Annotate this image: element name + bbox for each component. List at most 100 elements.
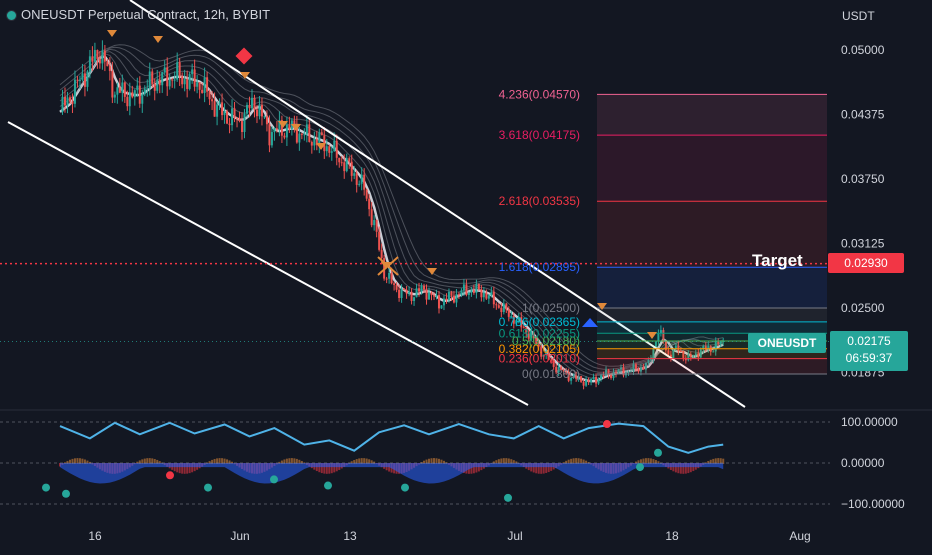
candle-body bbox=[166, 67, 169, 87]
osc-histogram-bar bbox=[433, 458, 435, 464]
candle-body bbox=[634, 364, 637, 370]
osc-histogram-bar bbox=[712, 458, 715, 464]
osc-histogram-bar bbox=[293, 458, 296, 464]
candle-body bbox=[587, 379, 590, 383]
osc-histogram-bar bbox=[647, 458, 650, 464]
candle-body bbox=[522, 327, 525, 329]
candle-body bbox=[188, 74, 191, 89]
candle-body bbox=[629, 371, 632, 373]
candle-body bbox=[350, 161, 353, 176]
osc-histogram-bar bbox=[86, 460, 89, 464]
channel-lower-line bbox=[7, 121, 529, 406]
candle-body bbox=[76, 79, 79, 81]
candle-body bbox=[131, 92, 134, 98]
osc-histogram-bar bbox=[328, 463, 331, 474]
osc-signal-dot bbox=[204, 483, 212, 492]
candle-body bbox=[532, 332, 535, 339]
signal-triangle bbox=[153, 36, 163, 43]
candle-body bbox=[198, 82, 201, 90]
candle-body bbox=[66, 97, 69, 106]
candle-body bbox=[605, 369, 608, 376]
osc-histogram-bar bbox=[218, 458, 221, 464]
candle-body bbox=[570, 377, 573, 381]
osc-histogram-bar bbox=[639, 459, 642, 464]
candle-body bbox=[295, 124, 298, 143]
candle-body bbox=[101, 50, 104, 64]
osc-histogram-bar bbox=[363, 458, 366, 464]
candle-body bbox=[68, 97, 71, 102]
candle-body bbox=[433, 295, 435, 297]
fib-level-label: 0.618(0.02255) bbox=[499, 326, 580, 340]
candle-body bbox=[330, 151, 333, 153]
price-tick-label: 0.03750 bbox=[841, 172, 885, 186]
osc-histogram-bar bbox=[208, 461, 211, 464]
candle-body bbox=[86, 71, 89, 87]
candle-body bbox=[83, 73, 86, 87]
candle-body bbox=[186, 79, 189, 89]
candle-body bbox=[704, 346, 707, 350]
osc-signal-dot bbox=[504, 493, 512, 502]
osc-histogram-bar bbox=[333, 463, 336, 473]
candle-body bbox=[221, 102, 224, 116]
osc-histogram-bar bbox=[350, 461, 353, 464]
osc-histogram-bar bbox=[532, 463, 535, 473]
candle-body bbox=[714, 341, 717, 352]
time-tick-label: 16 bbox=[88, 529, 102, 543]
price-tick-label: 0.03125 bbox=[841, 237, 885, 251]
osc-histogram-bar bbox=[707, 460, 710, 464]
candle-body bbox=[116, 87, 119, 95]
signal-triangle bbox=[597, 303, 607, 310]
osc-histogram-bar bbox=[657, 461, 660, 464]
candle-body bbox=[273, 128, 276, 133]
candle-body bbox=[440, 305, 443, 309]
candle-body bbox=[355, 173, 358, 185]
osc-signal-dot bbox=[603, 420, 611, 429]
osc-histogram-bar bbox=[430, 458, 433, 464]
osc-histogram-bar bbox=[151, 458, 154, 464]
osc-histogram-bar bbox=[677, 463, 680, 474]
candle-body bbox=[547, 352, 550, 360]
time-tick-label: 13 bbox=[343, 529, 357, 543]
candle-body bbox=[233, 108, 236, 118]
osc-histogram-bar bbox=[442, 460, 445, 464]
symbol-logo-icon bbox=[6, 10, 17, 22]
osc-histogram-bar bbox=[330, 463, 333, 474]
fib-level-label: 0.236(0.02010) bbox=[499, 352, 580, 366]
osc-signal-dot bbox=[401, 483, 409, 492]
candle-body bbox=[423, 285, 426, 290]
candle-body bbox=[472, 290, 475, 294]
osc-histogram-bar bbox=[580, 458, 583, 464]
candle-body bbox=[141, 94, 144, 104]
candle-body bbox=[78, 79, 81, 81]
osc-histogram-bar bbox=[689, 463, 692, 473]
candle-body bbox=[91, 56, 94, 62]
candle-body bbox=[375, 220, 378, 232]
fib-level-label: 1.618(0.02895) bbox=[499, 260, 580, 274]
candle-body bbox=[283, 135, 286, 138]
osc-histogram-bar bbox=[642, 458, 645, 464]
candle-body bbox=[365, 189, 368, 199]
candle-body bbox=[540, 346, 543, 357]
osc-histogram-bar bbox=[295, 458, 298, 464]
candle-body bbox=[201, 89, 204, 93]
candle-body bbox=[338, 157, 341, 163]
osc-histogram-bar bbox=[719, 458, 722, 464]
osc-blue-area bbox=[60, 463, 724, 484]
candle-body bbox=[692, 355, 695, 357]
osc-histogram-bar bbox=[722, 458, 725, 464]
osc-signal-dot bbox=[636, 463, 644, 472]
candle-body bbox=[93, 50, 96, 62]
candle-body bbox=[485, 292, 488, 299]
osc-histogram-bar bbox=[143, 458, 146, 464]
candle-body bbox=[510, 315, 513, 317]
osc-histogram-bar bbox=[535, 463, 538, 474]
candle-body bbox=[288, 124, 291, 130]
osc-histogram-bar bbox=[530, 463, 533, 472]
signal-triangle bbox=[278, 121, 288, 128]
candle-body bbox=[455, 294, 458, 303]
candle-body bbox=[612, 372, 615, 378]
candle-body bbox=[153, 83, 156, 91]
osc-histogram-bar bbox=[71, 458, 74, 464]
